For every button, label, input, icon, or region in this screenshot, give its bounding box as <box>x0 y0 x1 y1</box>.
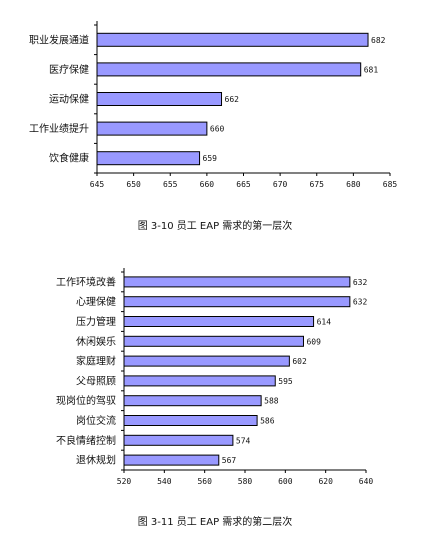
x-tick-label: 640 <box>359 477 374 486</box>
data-label: 662 <box>225 95 240 104</box>
bar <box>123 316 315 327</box>
category-label: 现岗位的驾驭 <box>56 394 116 407</box>
bar <box>96 151 201 166</box>
bar <box>96 92 223 106</box>
bar <box>123 434 234 446</box>
x-tick-label: 620 <box>318 477 333 486</box>
x-tick-label: 600 <box>278 477 293 486</box>
category-label: 压力管理 <box>76 315 116 328</box>
x-tick-label: 650 <box>126 180 141 189</box>
bar <box>123 335 304 347</box>
category-label: 饮食健康 <box>49 152 89 165</box>
x-tick-label: 670 <box>273 180 288 189</box>
bar <box>123 375 276 387</box>
x-tick-label: 665 <box>236 180 251 189</box>
bar <box>123 276 351 288</box>
category-label: 心理保健 <box>76 295 116 308</box>
x-tick-label: 580 <box>238 477 253 486</box>
x-tick-label: 680 <box>346 180 361 189</box>
data-label: 632 <box>353 278 368 287</box>
x-tick-label: 645 <box>90 180 105 189</box>
bar <box>123 415 258 426</box>
bar <box>96 32 369 47</box>
x-tick-label: 520 <box>117 477 132 486</box>
category-label: 职业发展通道 <box>29 33 89 46</box>
bar <box>123 355 290 367</box>
data-label: 660 <box>210 125 225 134</box>
category-label: 父母照顾 <box>76 375 116 387</box>
category-label: 岗位交流 <box>76 414 116 427</box>
bar <box>96 121 208 136</box>
data-label: 682 <box>371 36 386 45</box>
data-label: 614 <box>317 318 332 327</box>
category-label: 不良情绪控制 <box>56 434 116 447</box>
chart-eap-level-2: 图 3-11 员工 EAP 需求的第二层次 工作环境改善 632 心理保健 632 压力… <box>56 268 374 528</box>
data-label: 574 <box>236 436 251 445</box>
x-tick-label: 685 <box>383 180 398 189</box>
data-label: 681 <box>364 65 379 74</box>
bar <box>123 296 351 308</box>
x-tick-label: 655 <box>163 180 178 189</box>
data-label: 632 <box>353 298 368 307</box>
data-label: 602 <box>292 357 307 366</box>
x-tick-label: 540 <box>157 477 172 486</box>
chart-title: 图 3-11 员工 EAP 需求的第二层次 <box>138 515 293 528</box>
category-label: 工作业绩提升 <box>29 122 89 135</box>
x-tick-label: 560 <box>197 477 212 486</box>
data-label: 609 <box>306 337 321 346</box>
category-label: 休闲娱乐 <box>76 335 116 348</box>
chart-title: 图 3-10 员工 EAP 需求的第一层次 <box>138 219 293 232</box>
data-label: 586 <box>260 417 275 426</box>
x-tick-label: 660 <box>200 180 215 189</box>
x-tick-label: 675 <box>310 180 325 189</box>
data-label: 659 <box>203 154 218 163</box>
data-label: 595 <box>278 377 293 386</box>
category-label: 退休规划 <box>76 454 116 467</box>
data-label: 567 <box>222 456 237 465</box>
category-label: 家庭理财 <box>76 355 116 368</box>
category-label: 运动保健 <box>49 93 89 106</box>
bar <box>96 62 362 77</box>
category-label: 工作环境改善 <box>56 275 116 288</box>
chart-eap-level-1: 图 3-10 员工 EAP 需求的第一层次 职业发展通道 682 医疗保健 681 运动… <box>29 21 398 232</box>
category-label: 医疗保健 <box>49 63 89 76</box>
data-label: 588 <box>264 397 279 406</box>
bar <box>123 454 220 466</box>
bar <box>123 395 262 407</box>
